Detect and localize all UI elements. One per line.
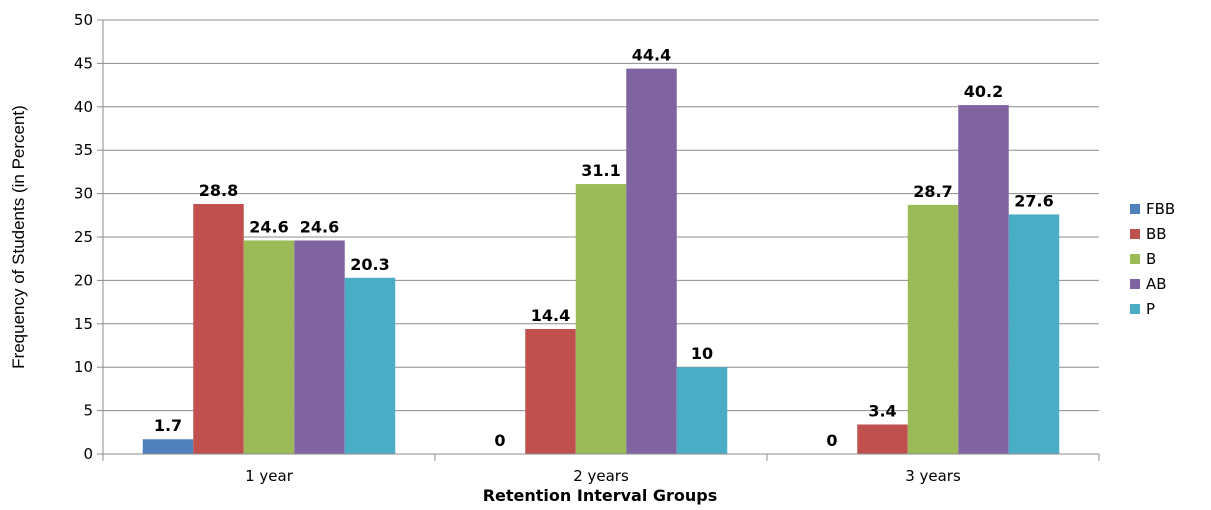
y-tick-label: 20 (74, 271, 93, 289)
bar-fbb-1 (142, 439, 194, 454)
bar-ab-3 (958, 105, 1009, 455)
x-axis-title: Retention Interval Groups (483, 486, 718, 505)
legend-label: AB (1146, 275, 1167, 293)
legend-swatch-bb (1130, 229, 1140, 239)
y-tick-label: 0 (83, 445, 93, 463)
bar-ab-2 (626, 68, 677, 454)
data-label: 20.3 (350, 255, 389, 274)
data-label: 10 (691, 344, 713, 363)
bar-bb-2 (525, 329, 576, 454)
x-tick-label: 3 years (905, 467, 961, 485)
bar-p-3 (1008, 214, 1060, 454)
y-tick-label: 40 (74, 98, 93, 116)
data-label: 3.4 (868, 401, 896, 420)
data-label: 27.6 (1014, 191, 1053, 210)
bar-ab-1 (294, 240, 345, 454)
bar-bb-3 (857, 424, 908, 454)
bar-p-2 (676, 367, 728, 454)
y-tick-label: 50 (74, 11, 93, 29)
y-tick-label: 25 (74, 228, 93, 246)
bars (142, 68, 1060, 455)
bar-p-1 (344, 277, 396, 454)
data-label: 0 (826, 431, 837, 450)
legend-label: BB (1146, 225, 1167, 243)
bar-bb-1 (193, 204, 244, 454)
y-tick-label: 15 (74, 315, 93, 333)
data-label: 24.6 (249, 217, 288, 236)
data-label: 44.4 (632, 46, 671, 65)
data-label: 14.4 (531, 306, 570, 325)
axes (97, 19, 1100, 461)
y-axis-title: Frequency of Students (in Percent) (9, 105, 28, 369)
y-tick-label: 30 (74, 185, 93, 203)
legend-swatch-ab (1130, 279, 1140, 289)
legend-swatch-b (1130, 254, 1140, 264)
bar-b-3 (907, 204, 959, 454)
legend-swatch-fbb (1130, 204, 1140, 214)
y-tick-label: 35 (74, 141, 93, 159)
data-label: 31.1 (581, 161, 620, 180)
data-label: 0 (494, 431, 505, 450)
legend-swatch-p (1130, 304, 1140, 314)
y-tick-label: 5 (83, 402, 93, 420)
tick-labels: 0 5 10 15 20 25 30 35 40 45 50 1 year 2 years 3 years (74, 11, 961, 485)
y-tick-label: 45 (74, 54, 93, 72)
x-tick-label: 1 year (245, 467, 294, 485)
legend-label: P (1146, 300, 1155, 318)
legend-label: FBB (1146, 200, 1175, 218)
x-tick-label: 2 years (573, 467, 629, 485)
legend-label: B (1146, 250, 1156, 268)
data-label: 24.6 (300, 217, 339, 236)
data-labels: 1.7 28.8 24.6 24.6 20.3 0 14.4 31.1 44.4 10 0 3.4 28… (154, 46, 1054, 450)
data-label: 28.7 (913, 182, 952, 201)
data-label: 40.2 (964, 82, 1003, 101)
data-label: 1.7 (154, 416, 182, 435)
data-label: 28.8 (199, 181, 238, 200)
bar-b-2 (575, 184, 627, 454)
bar-b-1 (243, 240, 295, 454)
y-tick-label: 10 (74, 358, 93, 376)
